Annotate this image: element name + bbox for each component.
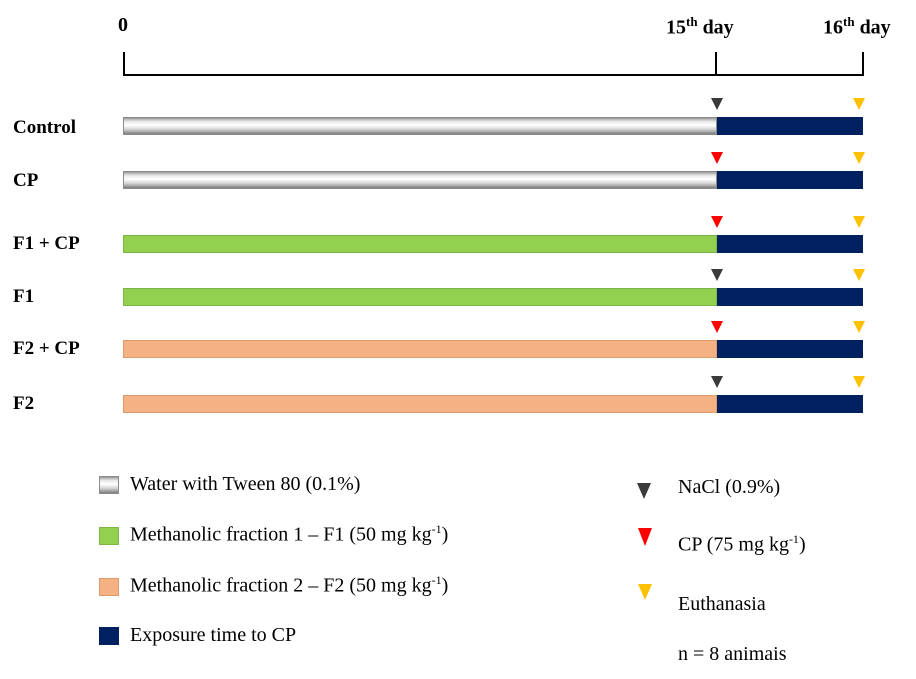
legend-euthanasia-marker-icon	[638, 584, 652, 600]
cp-marker-icon	[711, 152, 723, 164]
legend-cp-text: CP (75 mg kg	[678, 533, 789, 556]
timeline-tick-0	[123, 52, 125, 76]
euthanasia-marker-icon	[853, 216, 865, 228]
legend-f1-text: Methanolic fraction 1 – F1 (50 mg kg	[130, 523, 432, 546]
nacl-marker-icon	[711, 269, 723, 281]
legend-exposure-label: Exposure time to CP	[130, 624, 297, 646]
group-label: F1 + CP	[13, 233, 80, 254]
legend-cp-exponent: -1	[788, 532, 799, 546]
exposure-bar	[717, 395, 863, 413]
euthanasia-marker-icon	[853, 376, 865, 388]
treatment-bar-f2	[123, 395, 717, 413]
legend-sample-size: n = 8 animais	[678, 643, 787, 665]
tick-day-16-suffix: th	[843, 14, 855, 29]
tick-day-15-suffix: th	[686, 14, 698, 29]
legend-f2-label: Methanolic fraction 2 – F2 (50 mg kg-1)	[130, 573, 448, 598]
timeline-tick-15	[715, 52, 717, 76]
group-label: F2	[13, 393, 35, 414]
legend-swatch-f1	[99, 527, 119, 545]
legend-swatch-f2	[99, 578, 119, 596]
tick-day-15-unit: day	[697, 16, 734, 39]
treatment-bar-water	[123, 117, 717, 135]
exposure-bar	[717, 171, 863, 189]
legend-f1-close: )	[441, 523, 449, 546]
treatment-bar-f1	[123, 235, 717, 253]
legend-f2-exponent: -1	[431, 573, 442, 587]
tick-day-16-number: 16	[823, 16, 843, 39]
exposure-bar	[717, 117, 863, 135]
group-label: F1	[13, 286, 35, 307]
legend-cp-marker-icon	[638, 528, 652, 546]
euthanasia-marker-icon	[853, 98, 865, 110]
treatment-bar-f1	[123, 288, 717, 306]
nacl-marker-icon	[711, 98, 723, 110]
group-label: Control	[13, 117, 76, 138]
euthanasia-marker-icon	[853, 269, 865, 281]
legend-swatch-water	[99, 476, 119, 494]
legend-nacl-label: NaCl (0.9%)	[678, 476, 781, 498]
legend-f1-exponent: -1	[431, 522, 442, 536]
treatment-bar-water	[123, 171, 717, 189]
nacl-marker-icon	[711, 376, 723, 388]
treatment-bar-f2	[123, 340, 717, 358]
exposure-bar	[717, 235, 863, 253]
cp-marker-icon	[711, 321, 723, 333]
tick-day-15-number: 15	[666, 16, 686, 39]
group-label: CP	[13, 170, 39, 191]
exposure-bar	[717, 340, 863, 358]
legend-f2-text: Methanolic fraction 2 – F2 (50 mg kg	[130, 574, 432, 597]
tick-day-16: 16th day	[823, 14, 891, 40]
legend-f1-label: Methanolic fraction 1 – F1 (50 mg kg-1)	[130, 522, 448, 547]
legend-f2-close: )	[441, 574, 449, 597]
euthanasia-marker-icon	[853, 152, 865, 164]
legend-cp-close: )	[798, 533, 806, 556]
legend-water-label: Water with Tween 80 (0.1%)	[130, 473, 361, 495]
tick-day-0: 0	[118, 14, 128, 36]
timeline-tick-16	[862, 52, 864, 76]
group-label: F2 + CP	[13, 338, 80, 359]
legend-swatch-exposure	[99, 627, 119, 645]
tick-day-16-unit: day	[854, 16, 891, 39]
euthanasia-marker-icon	[853, 321, 865, 333]
exposure-bar	[717, 288, 863, 306]
legend-euthanasia-label: Euthanasia	[678, 593, 766, 615]
cp-marker-icon	[711, 216, 723, 228]
legend-cp-label: CP (75 mg kg-1)	[678, 532, 806, 557]
legend-nacl-marker-icon	[637, 483, 651, 499]
tick-day-15: 15th day	[666, 14, 734, 40]
timeline-axis	[123, 74, 864, 76]
